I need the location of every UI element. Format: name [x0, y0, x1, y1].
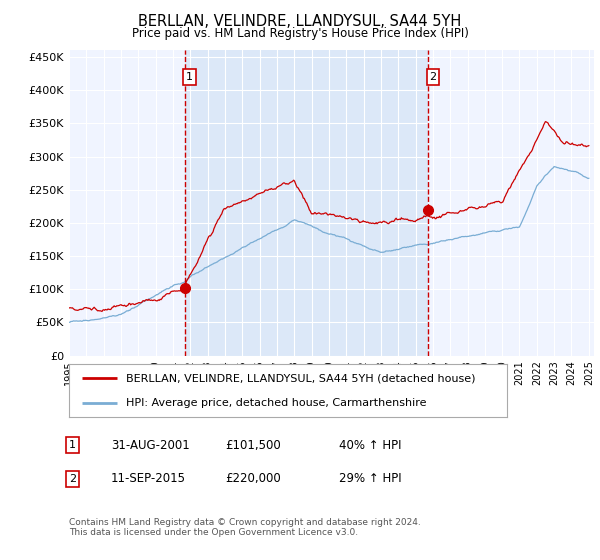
Text: 31-AUG-2001: 31-AUG-2001 — [111, 438, 190, 452]
Text: HPI: Average price, detached house, Carmarthenshire: HPI: Average price, detached house, Carm… — [126, 398, 427, 408]
Text: Price paid vs. HM Land Registry's House Price Index (HPI): Price paid vs. HM Land Registry's House … — [131, 27, 469, 40]
Text: 29% ↑ HPI: 29% ↑ HPI — [339, 472, 401, 486]
Text: 2: 2 — [69, 474, 76, 484]
Text: £220,000: £220,000 — [225, 472, 281, 486]
Text: 40% ↑ HPI: 40% ↑ HPI — [339, 438, 401, 452]
Text: 1: 1 — [186, 72, 193, 82]
Text: 11-SEP-2015: 11-SEP-2015 — [111, 472, 186, 486]
Text: BERLLAN, VELINDRE, LLANDYSUL, SA44 5YH (detached house): BERLLAN, VELINDRE, LLANDYSUL, SA44 5YH (… — [126, 374, 475, 384]
Text: 1: 1 — [69, 440, 76, 450]
Bar — [185, 50, 428, 356]
Text: 2: 2 — [430, 72, 437, 82]
Text: Contains HM Land Registry data © Crown copyright and database right 2024.
This d: Contains HM Land Registry data © Crown c… — [69, 518, 421, 538]
Text: BERLLAN, VELINDRE, LLANDYSUL, SA44 5YH: BERLLAN, VELINDRE, LLANDYSUL, SA44 5YH — [139, 14, 461, 29]
Text: £101,500: £101,500 — [225, 438, 281, 452]
